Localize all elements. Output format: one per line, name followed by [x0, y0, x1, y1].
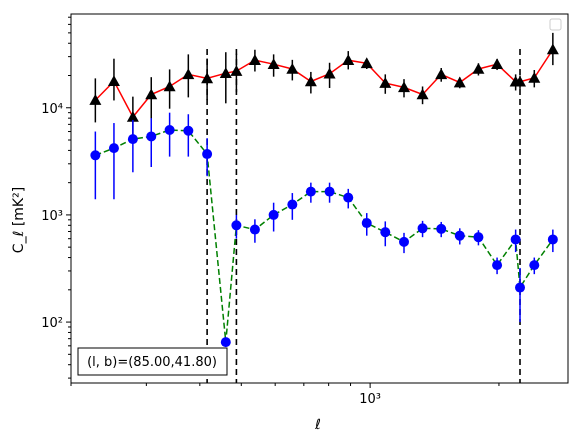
- data-point: [146, 131, 157, 142]
- data-point: [89, 94, 102, 105]
- data-point: [528, 71, 541, 83]
- data-point: [360, 57, 373, 69]
- series-line: [95, 129, 554, 343]
- data-point: [304, 75, 317, 87]
- data-point: [219, 67, 232, 79]
- data-point: [473, 232, 484, 243]
- data-point: [510, 234, 521, 245]
- data-point: [248, 54, 261, 65]
- data-point: [435, 68, 448, 80]
- data-point: [249, 224, 260, 235]
- y-axis-label: C_ℓ [mK²]: [11, 187, 27, 253]
- data-point: [436, 223, 447, 234]
- series-0: [89, 32, 559, 139]
- y-tick-label: 10³: [41, 209, 63, 224]
- data-point: [472, 63, 485, 74]
- data-point: [491, 58, 504, 70]
- annotation-box: (l, b)=(85.00,41.80): [77, 347, 228, 376]
- data-point: [399, 236, 410, 247]
- data-point: [417, 223, 428, 234]
- data-point: [107, 75, 120, 86]
- data-point: [145, 88, 158, 100]
- data-point: [398, 81, 411, 93]
- data-point: [305, 186, 316, 197]
- data-point: [379, 77, 392, 88]
- data-point: [267, 58, 280, 70]
- annotation-frame: [77, 347, 228, 376]
- data-point: [416, 88, 429, 100]
- data-point: [108, 143, 119, 154]
- axis-ticks: 10³ 10² 10³ 10⁴: [41, 16, 500, 407]
- data-point: [515, 282, 526, 293]
- data-point: [286, 63, 299, 74]
- data-point: [453, 76, 466, 88]
- data-point: [183, 125, 194, 136]
- data-point: [323, 67, 336, 79]
- data-point: [90, 150, 101, 161]
- annotation-text: (l, b)=(85.00,41.80): [87, 355, 217, 370]
- series-1: [90, 112, 558, 348]
- data-point: [201, 72, 214, 84]
- y-tick-label: 10²: [41, 316, 63, 331]
- data-point: [287, 199, 298, 210]
- plot-area: [89, 32, 559, 383]
- data-point: [220, 337, 231, 348]
- data-point: [343, 192, 354, 203]
- data-point: [546, 43, 559, 55]
- y-tick-label: 10⁴: [41, 102, 63, 117]
- data-point: [182, 68, 195, 80]
- data-point: [492, 260, 503, 271]
- data-point: [380, 227, 391, 238]
- x-axis-label: ℓ: [314, 417, 321, 433]
- data-point: [361, 218, 372, 229]
- data-point: [342, 54, 355, 65]
- data-point: [529, 260, 540, 271]
- data-point: [454, 230, 465, 241]
- legend-box: [549, 18, 562, 31]
- data-point: [514, 75, 527, 87]
- data-point: [547, 234, 558, 245]
- data-point: [163, 80, 176, 92]
- x-tick-label: 10³: [359, 392, 381, 407]
- data-point: [126, 110, 139, 122]
- data-point: [231, 220, 242, 231]
- data-point: [268, 209, 279, 220]
- data-point: [230, 65, 243, 76]
- data-point: [127, 134, 138, 145]
- data-point: [324, 186, 335, 197]
- plot-frame: [70, 13, 569, 384]
- data-point: [202, 149, 213, 160]
- data-point: [164, 125, 175, 136]
